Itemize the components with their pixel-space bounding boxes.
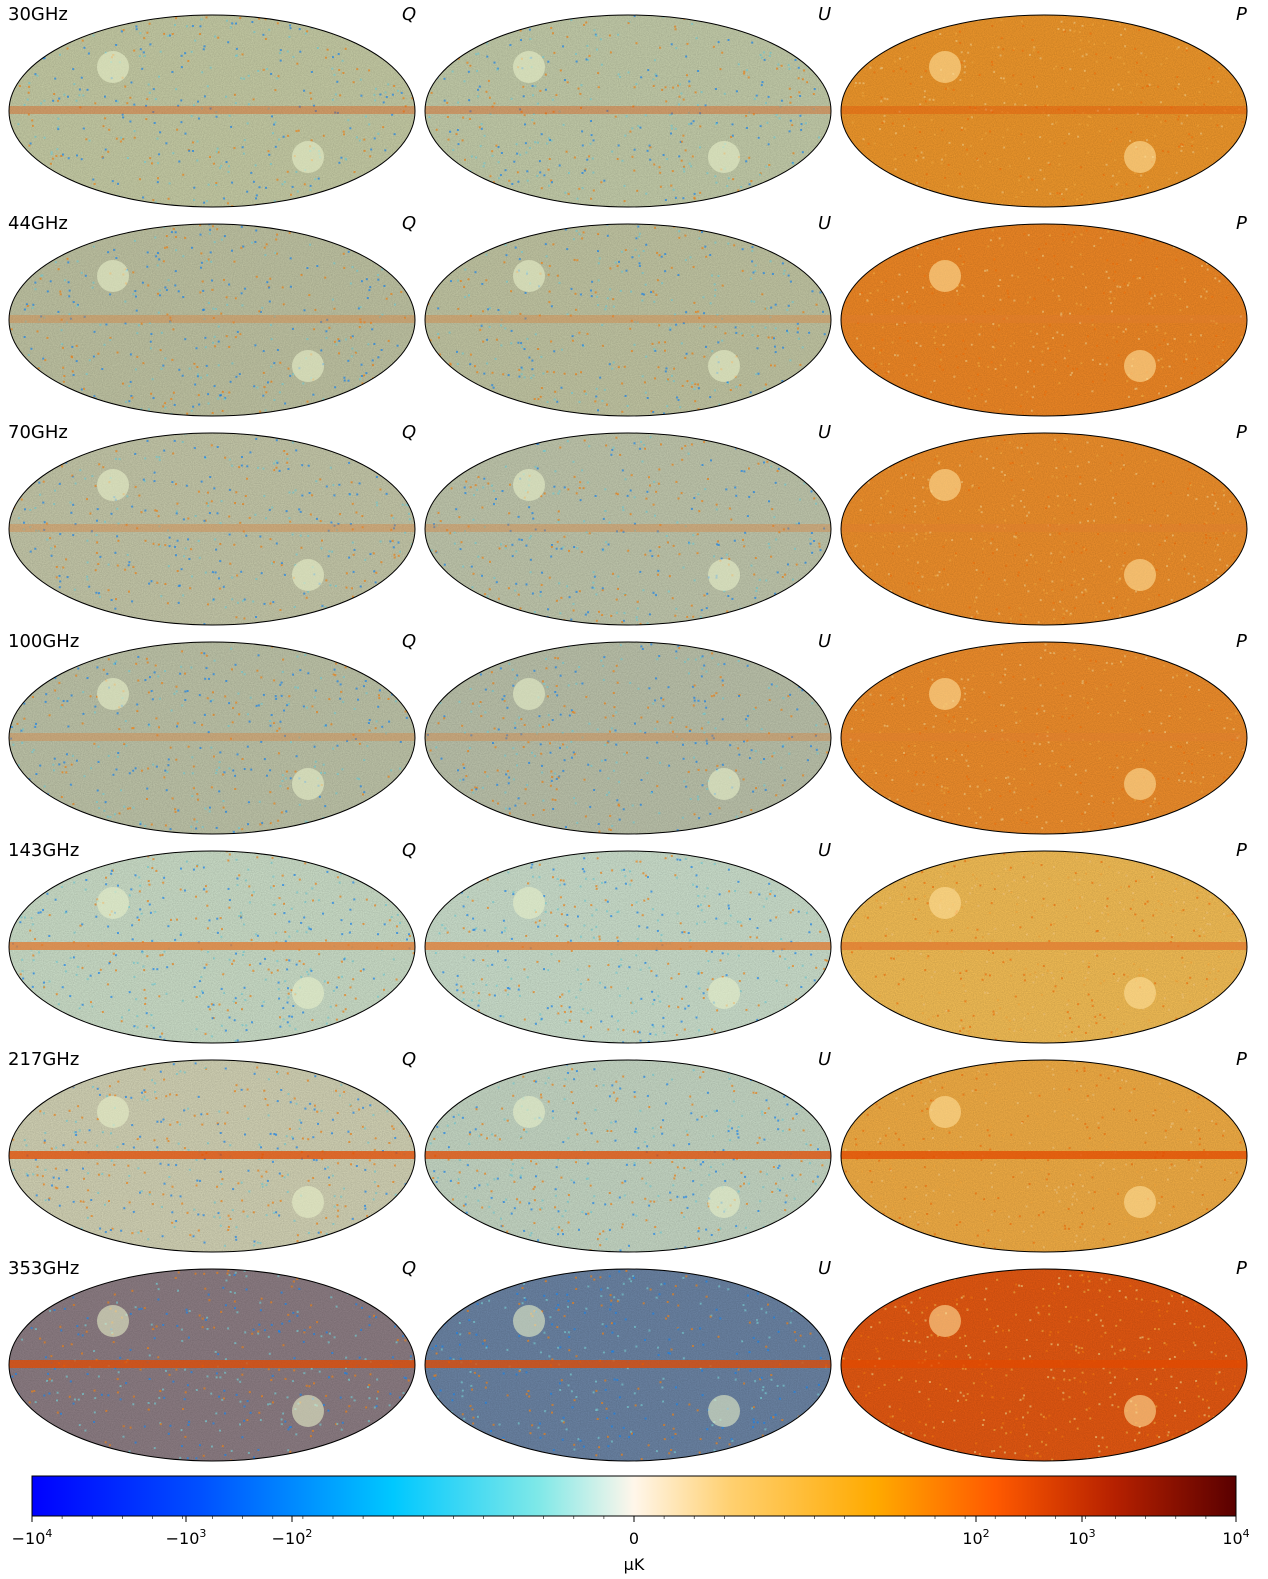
sky-map-q [8,0,424,208]
colorbar-tick-label: 0 [629,1529,639,1548]
stokes-label-p: P [1236,213,1247,234]
mollweide-map [840,848,1250,1046]
stokes-label-p: P [1236,1258,1247,1279]
mollweide-map [8,1266,418,1464]
mollweide-map [8,430,418,628]
sky-map-p [840,1254,1256,1462]
sky-map-u [424,627,840,835]
sky-map-p [840,1045,1256,1253]
mollweide-map [424,1057,834,1255]
stokes-label-q: Q [402,1049,416,1070]
sky-map-q [8,627,424,835]
stokes-label-u: U [818,4,831,25]
stokes-label-u: U [818,631,831,652]
sky-map-q [8,418,424,626]
sky-map-q [8,1045,424,1253]
sky-map-p [840,836,1256,1044]
stokes-label-u: U [818,1049,831,1070]
mollweide-map [424,430,834,628]
mollweide-map [8,221,418,419]
colorbar-unit: μK [624,1555,645,1574]
stokes-label-q: Q [402,4,416,25]
mollweide-map [840,1057,1250,1255]
sky-map-u [424,836,840,1044]
mollweide-map [424,12,834,210]
sky-map-q [8,209,424,417]
stokes-label-p: P [1236,840,1247,861]
sky-map-p [840,209,1256,417]
mollweide-map [424,639,834,837]
mollweide-map [840,639,1250,837]
sky-map-u [424,1254,840,1462]
colorbar-tick-label: −102 [272,1527,313,1548]
sky-map-u [424,0,840,208]
sky-map-p [840,418,1256,626]
mollweide-map [8,1057,418,1255]
mollweide-map [8,639,418,837]
stokes-label-p: P [1236,4,1247,25]
stokes-label-q: Q [402,631,416,652]
stokes-label-u: U [818,1258,831,1279]
mollweide-map [840,221,1250,419]
colorbar-tick-label: −103 [166,1527,207,1548]
sky-map-p [840,0,1256,208]
stokes-label-q: Q [402,1258,416,1279]
stokes-label-p: P [1236,1049,1247,1070]
sky-map-q [8,836,424,1044]
colorbar-tick-label: −104 [12,1527,53,1548]
colorbar-tick-label: 104 [1222,1527,1249,1548]
mollweide-map [840,430,1250,628]
stokes-label-u: U [818,213,831,234]
stokes-label-q: Q [402,840,416,861]
mollweide-map [424,221,834,419]
sky-map-q [8,1254,424,1462]
sky-map-u [424,1045,840,1253]
colorbar-tick-label: 103 [1068,1527,1095,1548]
sky-map-u [424,418,840,626]
sky-map-u [424,209,840,417]
stokes-label-q: Q [402,213,416,234]
mollweide-map [840,1266,1250,1464]
mollweide-map [424,848,834,1046]
stokes-label-p: P [1236,631,1247,652]
stokes-label-u: U [818,840,831,861]
stokes-label-p: P [1236,422,1247,443]
mollweide-map [8,848,418,1046]
mollweide-map [424,1266,834,1464]
stokes-label-u: U [818,422,831,443]
mollweide-map [840,12,1250,210]
colorbar: −104 −103 −102 0 102 103 104 μK [0,1462,1268,1575]
colorbar-gradient [32,1476,1236,1516]
colorbar-svg: −104 −103 −102 0 102 103 104 μK [0,1462,1268,1575]
stokes-label-q: Q [402,422,416,443]
colorbar-tick-label: 102 [962,1527,989,1548]
sky-map-p [840,627,1256,835]
mollweide-map [8,12,418,210]
